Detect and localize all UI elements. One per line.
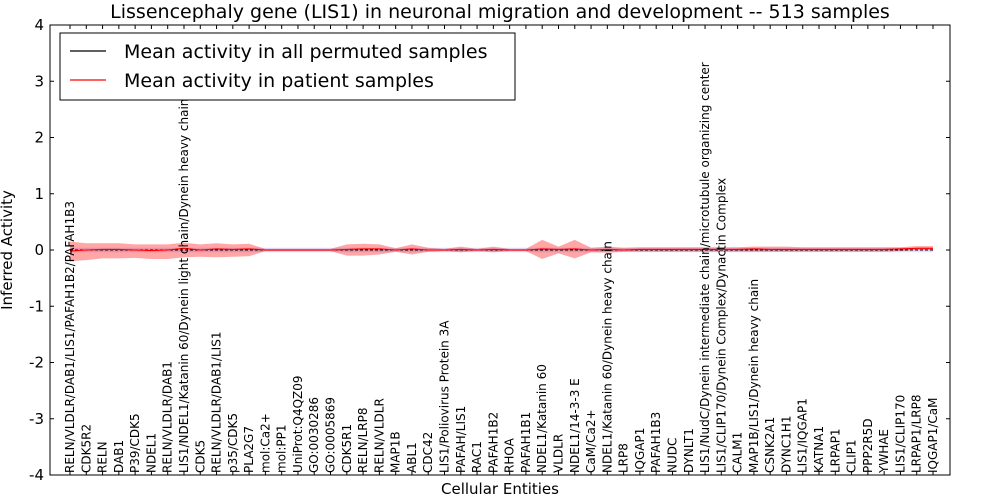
series-line-patient	[69, 247, 933, 252]
series-lines	[69, 247, 933, 252]
y-tick-label: 1	[34, 185, 44, 203]
x-category-label: NDEL1/Katanin 60/Dynein heavy chain	[600, 241, 614, 473]
x-category-label: CDK5	[193, 440, 207, 473]
y-tick-label: 2	[34, 129, 44, 147]
x-category-label: CSNK2A1	[763, 417, 777, 473]
x-category-label: PAFAH1B3	[649, 412, 663, 473]
x-category-label: CLIP1	[845, 440, 859, 473]
y-tick-label: -3	[29, 410, 44, 428]
x-category-label: RELN/VLDLR	[372, 398, 386, 473]
x-category-label: CDC42	[421, 432, 435, 473]
x-category-label: PPP2R5D	[861, 418, 875, 473]
x-category-label: MAP1B	[389, 431, 403, 473]
x-category-label: DAB1	[112, 440, 126, 473]
x-category-label: RELN	[96, 441, 110, 473]
x-category-label: UniProt:Q4QZ09	[291, 375, 305, 473]
y-tick-label: 3	[34, 72, 44, 90]
x-axis-label: Cellular Entities	[441, 480, 559, 498]
x-category-label: IQGAP1	[633, 428, 647, 473]
x-category-label: MAP1B/LIS1/Dynein heavy chain	[747, 279, 761, 473]
y-tick-label: 0	[34, 241, 44, 259]
x-category-label: RELN/VLDLR/DAB1/LIS1/PAFAH1B2/PAFAH1B3	[63, 201, 77, 473]
x-category-label: LIS1/CLIP170	[893, 395, 907, 473]
x-category-label: CALM1	[731, 432, 745, 473]
x-category-label: DYNC1H1	[780, 415, 794, 473]
legend-box	[59, 32, 516, 101]
y-axis-label: Inferred Activity	[0, 190, 16, 310]
x-category-label: PAFAH/LIS1	[454, 406, 468, 473]
x-category-label: NUDC	[666, 438, 680, 473]
x-category-label: RELN/VLDLR/DAB1/LIS1	[210, 332, 224, 473]
x-category-label: ABL1	[405, 442, 419, 473]
x-category-label: RAC1	[470, 441, 484, 473]
x-category-label: VLDLR	[552, 434, 566, 473]
x-category-label: RHOA	[503, 437, 517, 473]
x-category-label: KATNA1	[812, 426, 826, 473]
legend-entry-patient: Mean activity in patient samples	[124, 70, 434, 92]
x-category-label: NDEL1/Katanin 60	[535, 364, 549, 473]
x-category-label: YWHAE	[877, 429, 891, 474]
x-category-label: RELN/VLDLR/DAB1	[161, 361, 175, 473]
x-category-label: PAFAH1B1	[519, 412, 533, 473]
x-category-label: LRP8	[617, 443, 631, 473]
x-category-label: PAFAH1B2	[486, 412, 500, 473]
y-axis: -4 -3 -2 -1 0 1 2 3 4	[29, 16, 950, 484]
x-category-label: mol:Ca2+	[258, 413, 272, 473]
x-category-label: GO:0005869	[324, 397, 338, 473]
x-category-label: GO:0030286	[307, 397, 321, 473]
x-category-label: IQGAP1/CaM	[926, 398, 940, 474]
x-category-label: CaM/Ca2+	[584, 409, 598, 473]
x-category-label: LIS1/NDEL1/Katanin 60/Dynein light chain…	[177, 99, 191, 473]
y-tick-label: -1	[29, 297, 44, 315]
chart-title: Lissencephaly gene (LIS1) in neuronal mi…	[110, 1, 890, 23]
x-category-label: LRPAP1/LRP8	[910, 394, 924, 473]
x-category-label: P39/CDK5	[128, 413, 142, 473]
y-tick-label: 4	[34, 16, 44, 34]
x-category-label: PLA2G7	[242, 426, 256, 473]
x-category-label: LRPAP1	[828, 428, 842, 473]
x-category-label: p35/CDK5	[226, 413, 240, 473]
x-category-label: LIS1/NudC/Dynein intermediate chain/micr…	[698, 62, 712, 473]
legend-entry-permuted: Mean activity in all permuted samples	[124, 41, 487, 63]
x-category-label: CDK5R1	[340, 424, 354, 473]
x-category-label: CDK5R2	[79, 424, 93, 473]
x-category-label: LIS1/Poliovirus Protein 3A	[438, 320, 452, 473]
x-category-label: mol:PP1	[275, 424, 289, 473]
x-category-label: NDEL1	[144, 433, 158, 473]
y-tick-label: -2	[29, 354, 44, 372]
x-category-label: DYNLT1	[682, 428, 696, 473]
x-axis: RELN/VLDLR/DAB1/LIS1/PAFAH1B2/PAFAH1B3 CD…	[63, 25, 940, 475]
legend: Mean activity in all permuted samples Me…	[59, 32, 516, 101]
x-category-label: LIS1/CLIP170/Dynein Complex/Dynactin Com…	[714, 178, 728, 473]
x-category-label: RELN/LRP8	[356, 407, 370, 473]
x-category-label: NDEL1/14-3-3 E	[568, 378, 582, 473]
y-tick-label: -4	[29, 466, 44, 484]
x-category-label: LIS1/IQGAP1	[796, 398, 810, 473]
confidence-band-patient	[70, 239, 933, 262]
